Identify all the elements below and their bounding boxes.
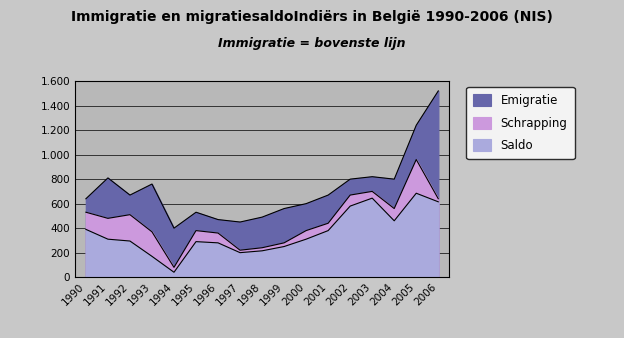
Text: Immigratie en migratiesaldoIndiërs in België 1990-2006 (NIS): Immigratie en migratiesaldoIndiërs in Be…: [71, 10, 553, 24]
Legend: Emigratie, Schrapping, Saldo: Emigratie, Schrapping, Saldo: [466, 87, 575, 159]
Text: Immigratie = bovenste lijn: Immigratie = bovenste lijn: [218, 37, 406, 50]
